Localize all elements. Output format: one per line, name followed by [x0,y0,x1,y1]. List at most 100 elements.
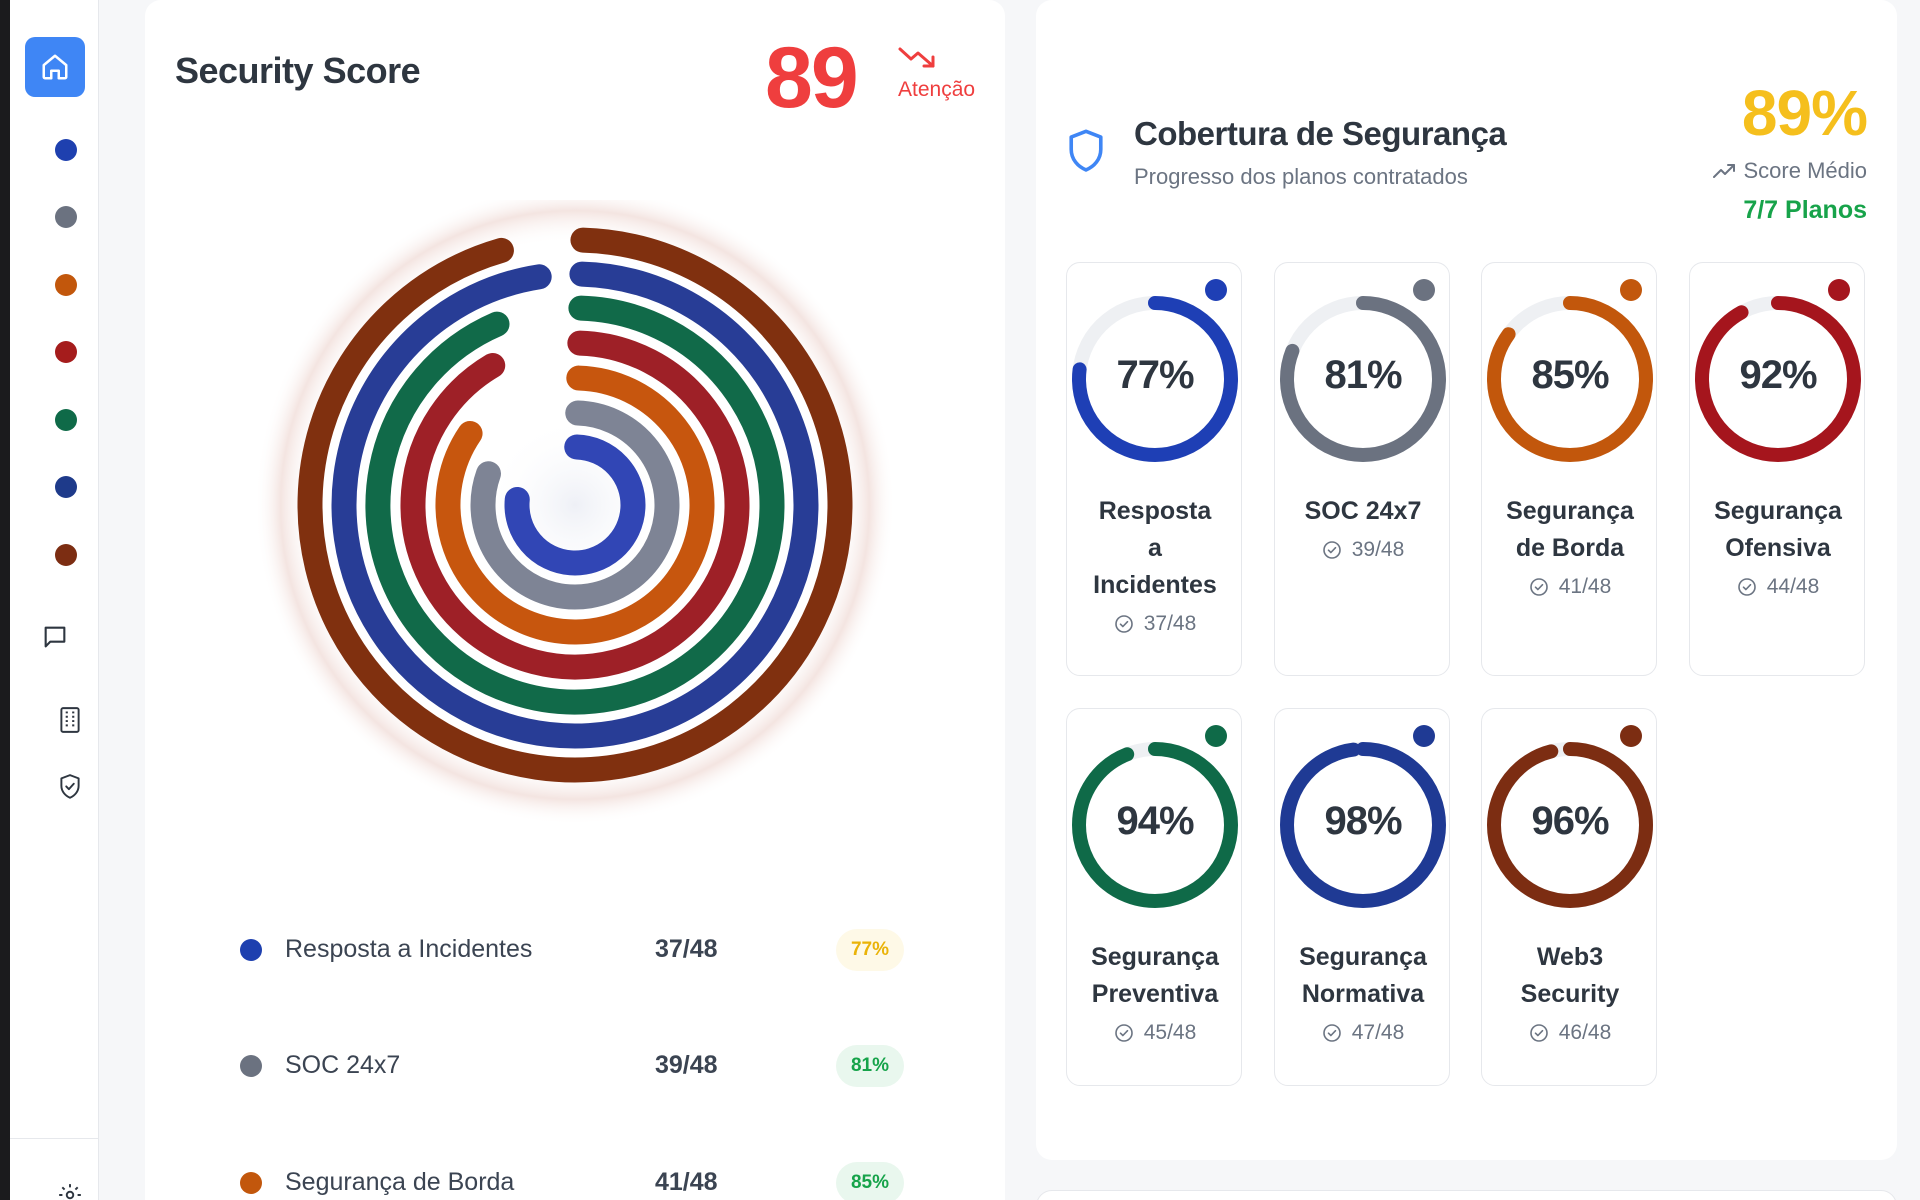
check-circle-icon [1737,578,1756,596]
progress-ring [1072,742,1238,908]
plan-color-dot [1620,279,1642,301]
chat-icon [44,626,66,648]
check-circle-icon [1322,1024,1341,1042]
sidebar-plan-dot[interactable] [55,274,77,296]
plan-name-line: Preventiva [1091,980,1219,1008]
plan-name-line: Web3 [1536,943,1604,971]
progress-ring-fill [1695,296,1861,462]
plan-tile[interactable]: 98% Segurança Normativa 47/48 [1274,708,1450,1086]
legend-count: 37/48 [655,935,718,963]
legend-row[interactable]: Resposta a Incidentes 37/48 77% [240,925,910,975]
radial-arc-seguran-a-preventiva[interactable] [365,295,785,715]
sidebar [10,0,99,1200]
security-button[interactable] [55,772,85,802]
plan-name-line: Segurança [1714,497,1842,525]
shield-icon [1069,129,1103,172]
legend-percent-badge: 85% [836,1162,904,1200]
radial-arc-seguran-a-de-borda[interactable] [435,365,715,645]
plan-color-dot [1205,279,1227,301]
progress-ring [1487,296,1653,462]
plan-count: 41/48 [1558,575,1612,598]
home-button[interactable] [25,37,85,97]
trending-down-icon [898,47,935,68]
plan-name: Segurança de Borda [1486,493,1654,567]
coverage-score-label-text: Score Médio [1743,158,1867,183]
plan-tile[interactable]: 96% Web3 Security 46/48 [1481,708,1657,1086]
legend-count: 41/48 [655,1168,718,1196]
check-circle-icon [1114,1024,1133,1042]
plan-name-line: Ofensiva [1725,534,1831,562]
plan-name: Segurança Normativa [1279,939,1447,1013]
progress-ring-fill [1487,742,1653,908]
security-score-value: 89 [765,30,859,126]
security-score-title: Security Score [175,50,421,91]
sidebar-plan-dot[interactable] [55,476,77,498]
plan-color-dot [1828,279,1850,301]
legend-count: 39/48 [655,1051,718,1079]
security-score-status: Atenção [898,78,976,101]
progress-ring-fill [1072,742,1238,908]
coverage-average-score: 89% [1741,77,1868,149]
legend-name: Segurança de Borda [285,1168,515,1196]
plan-color-dot [1413,725,1435,747]
plan-name-line: Segurança [1091,943,1219,971]
plan-name-line: Incidentes [1093,571,1217,599]
progress-ring-fill [1280,296,1446,462]
progress-ring [1280,296,1446,462]
plan-count: 47/48 [1351,1021,1405,1044]
progress-ring [1072,296,1238,462]
plan-color-dot [1620,725,1642,747]
plan-name-line: a [1148,534,1162,562]
radial-arc-web3-security[interactable] [297,227,853,783]
building-icon [60,707,80,733]
plan-tile[interactable]: 94% Segurança Preventiva 45/48 [1066,708,1242,1086]
check-circle-icon [1114,615,1133,633]
plan-count-row: 37/48 [1067,612,1243,636]
legend-dot [240,939,262,961]
settings-button[interactable] [55,1180,85,1200]
plan-tile[interactable]: 92% Segurança Ofensiva 44/48 [1689,262,1865,676]
plan-tile[interactable]: 77% Resposta a Incidentes 37/48 [1066,262,1242,676]
window-edge [0,0,10,1200]
plan-percent: 96% [1531,799,1609,843]
plan-color-dot [1205,725,1227,747]
plan-percent: 77% [1116,353,1194,397]
plan-percent: 85% [1531,353,1609,397]
legend-row[interactable]: Segurança de Borda 41/48 85% [240,1158,910,1200]
progress-ring [1280,742,1446,908]
plan-name: SOC 24x7 [1279,493,1447,530]
plan-count: 37/48 [1143,612,1197,635]
radial-arc-soc-24x7[interactable] [470,400,680,610]
plan-percent: 81% [1324,353,1402,397]
plan-name-line: Segurança [1299,943,1427,971]
coverage-plans-count: 7/7 Planos [1743,196,1867,224]
plan-name-line: SOC 24x7 [1304,497,1422,525]
sidebar-plan-dot[interactable] [55,544,77,566]
coverage-score-label: Score Médio [1713,158,1867,184]
plan-count-row: 46/48 [1482,1021,1658,1045]
sidebar-plan-dot[interactable] [55,409,77,431]
plan-count-row: 47/48 [1275,1021,1451,1045]
radial-chart-svg [255,200,895,825]
progress-ring-fill [1072,296,1238,462]
sidebar-plan-dot[interactable] [55,206,77,228]
radial-arc-seguran-a-ofensiva[interactable] [400,330,750,680]
radial-arc-resposta-a-incidentes[interactable] [504,434,646,576]
plan-name-line: Resposta [1098,497,1212,525]
progress-ring [1487,742,1653,908]
legend-dot [240,1172,262,1194]
radial-arc-seguran-a-normativa[interactable] [331,261,819,749]
check-circle-icon [1529,578,1548,596]
plan-count: 44/48 [1766,575,1820,598]
plan-count-row: 45/48 [1067,1021,1243,1045]
plan-tile[interactable]: 85% Segurança de Borda 41/48 [1481,262,1657,676]
coverage-card: Cobertura de Segurança Progresso dos pla… [1036,0,1897,1160]
plan-tile[interactable]: 81% SOC 24x7 39/48 [1274,262,1450,676]
sidebar-plan-dot[interactable] [55,341,77,363]
building-button[interactable] [55,705,85,735]
check-circle-icon [1322,541,1341,559]
sidebar-plan-dot[interactable] [55,139,77,161]
chat-button[interactable] [40,622,70,652]
sidebar-divider [10,1138,99,1139]
legend-row[interactable]: SOC 24x7 39/48 81% [240,1041,910,1091]
